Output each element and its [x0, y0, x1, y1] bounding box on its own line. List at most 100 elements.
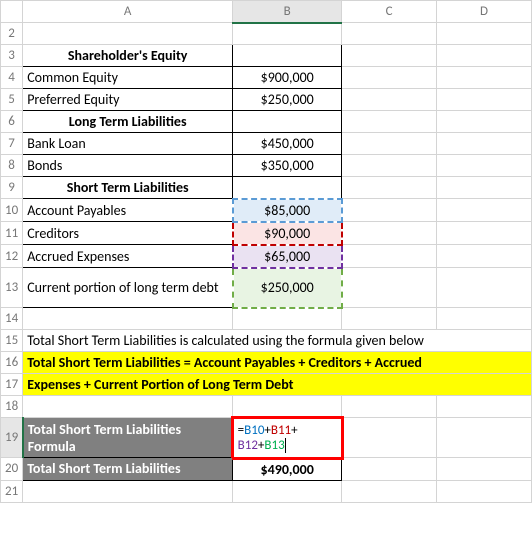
cell[interactable] — [233, 111, 342, 133]
cell[interactable] — [233, 480, 342, 502]
cell-ref-b10[interactable]: $85,000 — [233, 199, 342, 222]
cell[interactable] — [342, 177, 437, 199]
corner-cell — [1, 1, 23, 23]
row-header[interactable]: 7 — [1, 133, 23, 155]
cell[interactable] — [437, 89, 532, 111]
cell[interactable] — [437, 133, 532, 155]
cell[interactable] — [342, 23, 437, 45]
cell-label[interactable]: Common Equity — [23, 67, 233, 89]
row-header[interactable]: 21 — [1, 480, 23, 502]
cell[interactable] — [437, 458, 532, 481]
cell-ref-b13[interactable]: $250,000 — [233, 268, 342, 308]
row-header[interactable]: 13 — [1, 268, 23, 308]
cell-formula-editing[interactable]: =B10+B11+B12+B13 — [233, 418, 342, 458]
cell[interactable] — [437, 396, 532, 418]
cell-formula-text[interactable]: Total Short Term Liabilities = Account P… — [23, 352, 532, 374]
cell[interactable] — [342, 67, 437, 89]
cell-formula-label[interactable]: Total Short Term Liabilities Formula — [23, 418, 233, 458]
cell[interactable] — [342, 89, 437, 111]
cell[interactable] — [437, 308, 532, 330]
cell[interactable] — [342, 268, 437, 308]
cell-label[interactable]: Creditors — [23, 222, 233, 245]
cell[interactable] — [342, 222, 437, 245]
row-header[interactable]: 11 — [1, 222, 23, 245]
row-header-active[interactable]: 19 — [1, 418, 23, 458]
cell-note[interactable]: Total Short Term Liabilities is calculat… — [23, 330, 532, 352]
col-header-A[interactable]: A — [23, 1, 233, 23]
cell[interactable] — [437, 67, 532, 89]
cell-label[interactable]: Accrued Expenses — [23, 245, 233, 268]
cell[interactable] — [437, 23, 532, 45]
row-header[interactable]: 18 — [1, 396, 23, 418]
cell-value[interactable]: $900,000 — [233, 67, 342, 89]
row-header[interactable]: 15 — [1, 330, 23, 352]
cell[interactable] — [23, 308, 233, 330]
cell[interactable] — [233, 396, 342, 418]
row-header[interactable]: 12 — [1, 245, 23, 268]
row-header[interactable]: 14 — [1, 308, 23, 330]
formula-ref: B12 — [238, 438, 258, 453]
cell[interactable] — [342, 199, 437, 222]
cell[interactable] — [437, 245, 532, 268]
cell-label[interactable]: Current portion of long term debt — [23, 268, 233, 308]
row-header[interactable]: 20 — [1, 458, 23, 481]
cell[interactable] — [437, 268, 532, 308]
cell-label[interactable]: Bonds — [23, 155, 233, 177]
cell-heading[interactable]: Long Term Liabilities — [23, 111, 233, 133]
cell[interactable] — [23, 480, 233, 502]
row-header[interactable]: 2 — [1, 23, 23, 45]
cell-label[interactable]: Preferred Equity — [23, 89, 233, 111]
col-header-C[interactable]: C — [342, 1, 437, 23]
cell[interactable] — [437, 111, 532, 133]
cell-ref-b11[interactable]: $90,000 — [233, 222, 342, 245]
row-header[interactable]: 4 — [1, 67, 23, 89]
cell[interactable] — [23, 396, 233, 418]
row-header[interactable]: 8 — [1, 155, 23, 177]
row-header[interactable]: 3 — [1, 45, 23, 67]
cell[interactable] — [342, 308, 437, 330]
cell[interactable] — [23, 23, 233, 45]
cell[interactable] — [233, 45, 342, 67]
cell-heading[interactable]: Shareholder's Equity — [23, 45, 233, 67]
row-header[interactable]: 5 — [1, 89, 23, 111]
cell[interactable] — [342, 245, 437, 268]
cell[interactable] — [437, 222, 532, 245]
cell[interactable] — [342, 396, 437, 418]
cell[interactable] — [342, 133, 437, 155]
cell-result-value[interactable]: $490,000 — [233, 458, 342, 481]
cell-ref-b12[interactable]: $65,000 — [233, 245, 342, 268]
cell[interactable] — [342, 155, 437, 177]
cell[interactable] — [437, 199, 532, 222]
col-header-B[interactable]: B — [233, 1, 342, 23]
cell[interactable] — [233, 23, 342, 45]
cell-formula-text[interactable]: Expenses + Current Portion of Long Term … — [23, 374, 532, 396]
col-header-D[interactable]: D — [437, 1, 532, 23]
text-cursor-icon — [285, 438, 286, 453]
cell-result-label[interactable]: Total Short Term Liabilities — [23, 458, 233, 481]
cell-value[interactable]: $350,000 — [233, 155, 342, 177]
grid[interactable]: A B C D 2 3 Shareholder's Equity 4 Commo… — [0, 0, 532, 503]
row-header[interactable]: 9 — [1, 177, 23, 199]
cell[interactable] — [437, 177, 532, 199]
cell[interactable] — [437, 418, 532, 458]
row-header[interactable]: 16 — [1, 352, 23, 374]
cell[interactable] — [342, 458, 437, 481]
row-header[interactable]: 6 — [1, 111, 23, 133]
cell[interactable] — [437, 480, 532, 502]
cell-label[interactable]: Bank Loan — [23, 133, 233, 155]
cell[interactable] — [342, 480, 437, 502]
cell[interactable] — [342, 45, 437, 67]
row-header[interactable]: 10 — [1, 199, 23, 222]
cell-label[interactable]: Account Payables — [23, 199, 233, 222]
label-text: Total Short Term Liabilities — [28, 421, 181, 438]
cell[interactable] — [437, 155, 532, 177]
cell-value[interactable]: $450,000 — [233, 133, 342, 155]
cell[interactable] — [342, 111, 437, 133]
cell[interactable] — [233, 177, 342, 199]
cell-value[interactable]: $250,000 — [233, 89, 342, 111]
cell[interactable] — [342, 418, 437, 458]
cell[interactable] — [437, 45, 532, 67]
cell-heading[interactable]: Short Term Liabilities — [23, 177, 233, 199]
row-header[interactable]: 17 — [1, 374, 23, 396]
cell[interactable] — [233, 308, 342, 330]
